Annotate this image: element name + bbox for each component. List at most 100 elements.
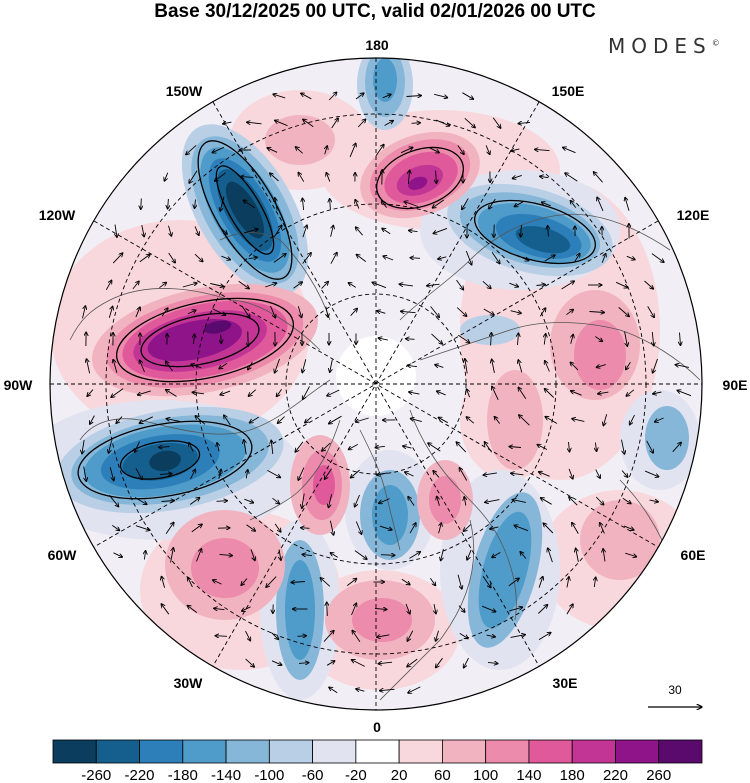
wind-vector	[217, 443, 219, 452]
wind-vector	[111, 388, 124, 398]
wind-vector	[159, 474, 172, 475]
wind-vector	[537, 605, 547, 614]
lon-label-30w: 30W	[174, 675, 204, 691]
wind-vector	[401, 311, 416, 312]
wind-vector	[273, 225, 282, 238]
reference-vector: 30	[648, 683, 702, 707]
brand-mark: ©	[711, 38, 720, 48]
wind-vector	[521, 224, 522, 237]
graticule	[50, 58, 702, 710]
wind-vector	[680, 332, 681, 346]
wind-vector	[161, 576, 166, 588]
wind-vector	[595, 496, 604, 505]
wind-vector	[265, 283, 276, 288]
wind-vector	[410, 418, 422, 423]
wind-vector	[302, 253, 312, 264]
brand-logo: MODES©	[608, 34, 720, 58]
wind-vector	[514, 200, 525, 206]
wind-vector	[132, 281, 139, 290]
wind-vector	[615, 281, 628, 287]
wind-vector	[355, 199, 360, 209]
colorbar-tick-label: 220	[603, 767, 628, 783]
wind-vector	[436, 391, 446, 396]
longitude-labels: 180 150E 120E 90E 60E 30E 0 30W 60W 90W …	[4, 37, 748, 735]
wind-vector	[644, 280, 654, 289]
wind-vector	[349, 143, 356, 158]
lon-label-180: 180	[365, 37, 389, 53]
wind-vector	[483, 308, 494, 315]
wind-vector	[377, 473, 388, 475]
colorbar-box	[139, 739, 184, 764]
wind-vector	[303, 119, 314, 128]
wind-vector	[518, 387, 527, 400]
wind-vector	[672, 442, 682, 453]
wind-vector	[141, 198, 142, 210]
wind-vector	[277, 416, 285, 424]
wind-vector	[466, 417, 475, 424]
lon-label-30e: 30E	[553, 675, 578, 691]
wind-vector	[436, 630, 439, 642]
wind-vector	[430, 578, 435, 585]
wind-vector	[457, 574, 462, 589]
wind-vector	[188, 577, 193, 588]
wind-vector	[243, 229, 258, 234]
wind-vector	[350, 308, 358, 317]
wind-vector	[220, 390, 231, 395]
wind-vector	[458, 605, 465, 613]
wind-vector	[408, 496, 415, 506]
lon-label-0: 0	[373, 719, 381, 735]
wind-vector	[572, 522, 579, 534]
wind-vector	[508, 578, 519, 587]
wind-vector	[275, 198, 277, 211]
wind-vector	[377, 311, 386, 314]
colorbar-tick-labels: -260 -220 -180 -140 -100 -60 -20 20 60 100 140 180 2…	[81, 767, 671, 783]
negative-anomaly-lobe-180	[357, 58, 413, 130]
wind-vector	[406, 96, 422, 97]
wind-vector	[134, 497, 147, 505]
wind-vector	[297, 636, 307, 637]
wind-vector	[189, 498, 200, 505]
colorbar-tick-label: -220	[125, 767, 155, 783]
wind-vector	[298, 663, 309, 664]
wind-vector	[302, 198, 303, 211]
wind-vector	[164, 172, 169, 181]
wind-vector	[541, 202, 551, 207]
wind-vector	[618, 307, 630, 316]
lon-label-60e: 60E	[681, 547, 706, 563]
wind-vector	[275, 358, 280, 373]
wind-vector	[297, 306, 301, 318]
wind-vector	[545, 417, 558, 424]
wind-vector	[219, 362, 228, 369]
wind-vector	[409, 230, 418, 231]
wind-vector	[135, 307, 140, 318]
wind-vector	[519, 415, 530, 426]
wind-vector	[168, 198, 169, 209]
wind-vector	[326, 306, 328, 318]
wind-vector	[544, 389, 555, 398]
wind-vector	[108, 306, 112, 318]
wind-vector	[384, 121, 394, 126]
wind-vector	[82, 306, 86, 319]
colorbar-tick-label: -180	[168, 767, 198, 783]
wind-vector	[408, 686, 421, 693]
wind-vector	[623, 525, 634, 530]
colorbar-boxes	[52, 739, 703, 764]
wind-vector	[267, 470, 280, 477]
wind-vector	[595, 336, 602, 342]
wind-vector	[196, 549, 202, 562]
wind-vector	[626, 255, 635, 259]
wind-vector	[545, 361, 550, 372]
colorbar-box	[95, 739, 140, 764]
wind-vector	[511, 473, 524, 475]
wind-vector	[436, 170, 437, 184]
wind-vector	[514, 525, 529, 532]
wind-vector	[491, 251, 500, 264]
wind-vector	[433, 471, 440, 478]
wind-vector	[116, 416, 123, 424]
positive-anomaly-lobe-0	[325, 580, 435, 660]
wind-vector	[112, 253, 123, 264]
wind-vector	[483, 473, 497, 475]
wind-vector	[221, 255, 230, 260]
wind-vector	[598, 392, 609, 394]
wind-vector	[403, 446, 412, 448]
